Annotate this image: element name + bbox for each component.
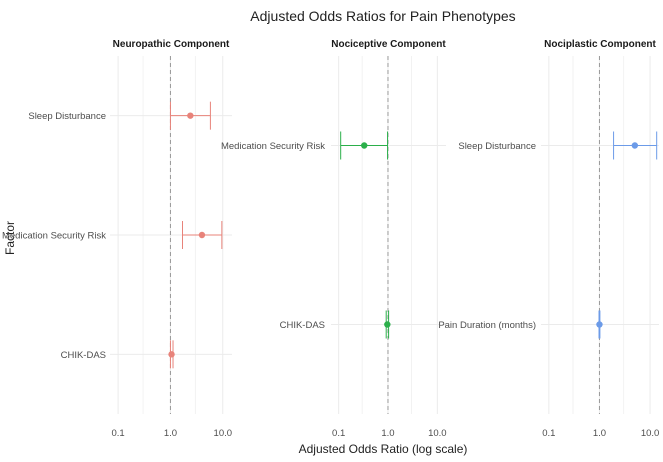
facet-panel: Neuropathic Component Sleep Disturbance Me… bbox=[2, 39, 232, 439]
x-tick-label: 10.0 bbox=[214, 428, 233, 439]
x-tick-label: 0.1 bbox=[332, 428, 345, 439]
odds-ratio-point bbox=[596, 321, 603, 328]
forest-row: Sleep Disturbance bbox=[458, 131, 658, 160]
x-tick-label: 1.0 bbox=[381, 428, 394, 439]
y-axis-title: Factor bbox=[3, 221, 17, 255]
odds-ratio-point bbox=[168, 351, 175, 358]
x-tick-label: 10.0 bbox=[428, 428, 447, 439]
factor-label: CHIK-DAS bbox=[61, 350, 106, 361]
facet-panel: Nociceptive Component Medication Security… bbox=[221, 39, 447, 439]
facet-panel: Nociplastic Component Sleep Disturbance Pa… bbox=[438, 39, 659, 439]
forest-row: Sleep Disturbance bbox=[28, 101, 211, 130]
odds-ratio-point bbox=[187, 112, 194, 119]
odds-ratio-point bbox=[631, 142, 639, 149]
forest-row: Pain Duration (months) bbox=[438, 310, 603, 339]
factor-label: CHIK-DAS bbox=[280, 320, 325, 331]
factor-label: Pain Duration (months) bbox=[438, 320, 536, 331]
factor-label: Medication Security Risk bbox=[221, 141, 325, 152]
odds-ratio-point bbox=[361, 142, 368, 149]
chart-title: Adjusted Odds Ratios for Pain Phenotypes bbox=[250, 8, 515, 24]
forest-row: CHIK-DAS bbox=[61, 340, 175, 369]
x-tick-label: 0.1 bbox=[111, 428, 124, 439]
x-tick-label: 0.1 bbox=[542, 428, 555, 439]
panels: Neuropathic Component Sleep Disturbance Me… bbox=[2, 39, 659, 439]
facet-title: Nociplastic Component bbox=[544, 39, 656, 50]
x-tick-label: 1.0 bbox=[164, 428, 177, 439]
odds-ratio-point bbox=[198, 231, 206, 239]
odds-ratio-point bbox=[384, 321, 391, 328]
factor-label: Medication Security Risk bbox=[2, 231, 106, 242]
factor-label: Sleep Disturbance bbox=[28, 111, 106, 122]
forest-row: Medication Security Risk bbox=[2, 221, 223, 249]
facet-title: Nociceptive Component bbox=[331, 39, 446, 50]
x-tick-label: 1.0 bbox=[593, 428, 606, 439]
factor-label: Sleep Disturbance bbox=[458, 141, 536, 152]
x-axis-title: Adjusted Odds Ratio (log scale) bbox=[299, 442, 468, 456]
forest-row: Medication Security Risk bbox=[221, 131, 389, 160]
forest-row: CHIK-DAS bbox=[280, 310, 391, 339]
facet-title: Neuropathic Component bbox=[113, 39, 230, 50]
x-tick-label: 10.0 bbox=[641, 428, 660, 439]
